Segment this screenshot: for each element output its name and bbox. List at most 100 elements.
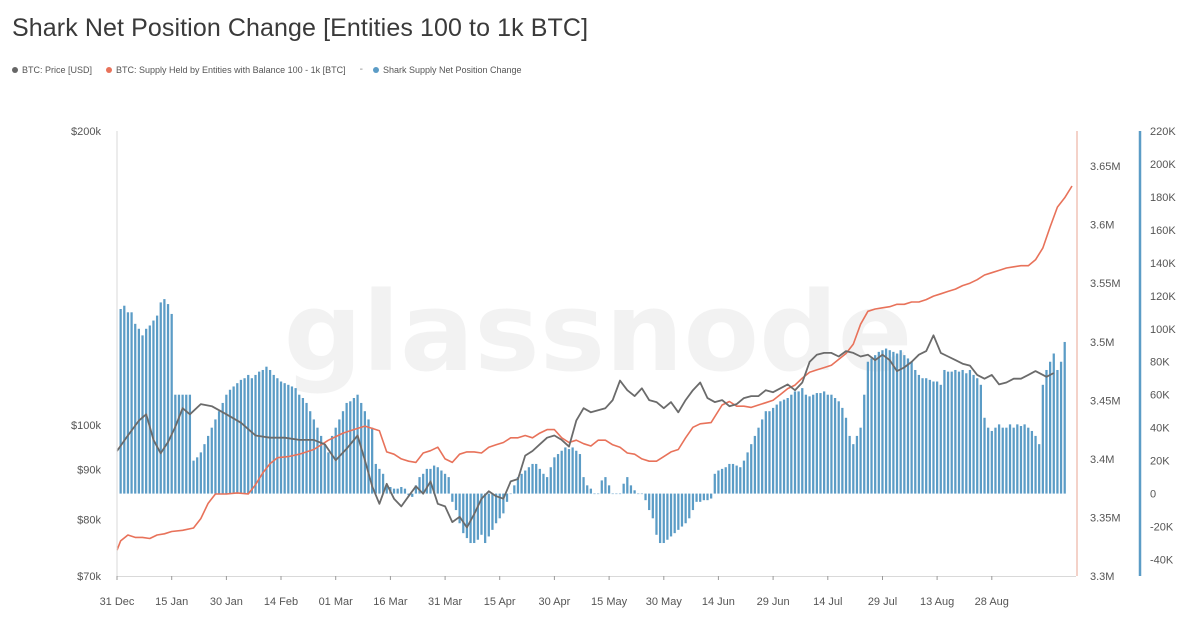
middle-axis-tick-label: 3.6M [1090,220,1114,232]
net-position-bar [812,394,815,494]
legend-item-supply[interactable]: BTC: Supply Held by Entities with Balanc… [106,65,346,75]
net-position-bar [221,402,224,494]
net-position-bar [177,394,181,494]
net-position-bar [166,304,170,494]
net-position-bar [443,473,447,494]
net-position-bar [502,493,505,514]
net-position-bar [910,361,913,494]
net-position-bar [174,394,177,494]
net-position-bar [1049,361,1052,494]
net-position-bar [239,379,243,494]
net-position-bar [779,401,782,494]
net-position-bar [823,391,826,494]
watermark-text: glassnode [284,268,913,396]
axes-layer: $70k $80k $90k $100k $200k 3.3M 3.35M 3.4M 3.45M… [71,126,1176,608]
left-axis-tick-label: $100k [71,420,101,432]
net-position-bar [1016,424,1019,494]
net-position-bar [600,480,603,494]
right-axis-tick-label: -40K [1150,555,1174,567]
net-position-bar [298,394,301,494]
net-position-bar [957,371,961,494]
net-position-bar [119,309,122,494]
net-position-bar [265,366,268,494]
net-position-bar [626,477,629,494]
net-position-bar [145,328,148,494]
net-position-bar [181,394,184,494]
net-position-bar [258,371,261,494]
net-position-bar [531,463,534,494]
middle-axis-tick-label: 3.5M [1090,337,1114,349]
net-position-bar [655,493,658,535]
x-axis-tick-label: 15 May [591,596,628,608]
chart-title: Shark Net Position Change [Entities 100 … [12,14,589,42]
net-position-bar [564,447,567,494]
net-position-bar [597,493,600,495]
net-position-bar [607,485,611,494]
net-position-bar [152,320,155,494]
net-position-bar [611,493,614,495]
net-position-bar [673,493,676,534]
net-position-bar [210,427,213,494]
net-position-bar [465,493,469,539]
legend-bars-label: Shark Supply Net Position Change [382,64,522,75]
net-position-bar [1008,424,1012,494]
net-position-bar [352,398,356,494]
net-position-bar [589,488,592,494]
left-axis-tick-label: $80k [77,514,101,526]
net-position-bar [1034,435,1037,494]
net-position-bar [870,358,873,494]
net-position-bar [1019,426,1023,494]
x-axis-tick-label: 28 Aug [975,596,1009,608]
net-position-bar [203,444,206,494]
right-axis-tick-label: 60K [1150,390,1170,402]
net-position-bar [677,493,680,530]
left-axis-tick-label: $70k [77,571,101,583]
net-position-bar [250,378,253,494]
net-position-bar [815,393,818,494]
net-position-bar [422,473,425,494]
net-position-bar [710,493,713,499]
net-position-bar [1056,369,1059,494]
legend: BTC: Price [USD] BTC: Supply Held by Ent… [12,64,522,75]
net-position-bar [276,378,279,494]
net-position-bar [323,444,326,494]
legend-item-bars[interactable]: - Shark Supply Net Position Change [360,64,522,75]
legend-price-label: BTC: Price [USD] [22,64,93,75]
net-position-bar [968,369,972,494]
net-position-bar [622,483,625,494]
net-position-bar [979,384,982,494]
net-position-bar [633,490,636,494]
net-position-bar [1041,384,1044,494]
legend-bars-dot [372,66,379,73]
x-axis-tick-label: 30 May [646,596,683,608]
net-position-bar [462,493,465,534]
legend-item-price[interactable]: BTC: Price [USD] [12,65,92,75]
net-position-bar [476,493,479,540]
right-axis-tick-label: 160K [1150,225,1176,237]
net-position-bar [786,398,789,494]
net-position-bar [990,430,993,494]
net-position-bar [123,305,126,494]
net-position-bar [217,411,221,494]
net-position-bar [1001,427,1004,494]
net-position-bar [866,361,870,494]
legend-supply-label: BTC: Supply Held by Entities with Balanc… [116,64,346,75]
net-position-bar [768,411,771,494]
net-position-bar [837,401,840,494]
net-position-bar [680,493,684,527]
net-position-bar [965,373,968,494]
x-axis-tick-label: 01 Mar [319,596,354,608]
net-position-bar [567,449,571,494]
net-position-bar [440,470,443,494]
net-position-bar [582,477,585,494]
net-position-bar [830,394,833,494]
net-position-bar [742,460,746,494]
net-position-bar [447,477,450,494]
net-position-bar [739,467,742,494]
supply-held-line [116,185,1073,551]
x-axis-tick-label: 30 Apr [538,596,570,608]
net-position-bar [137,328,140,494]
net-position-bar [936,381,939,494]
right-axis-tick-label: 0 [1150,489,1156,501]
net-position-bar [163,299,166,494]
